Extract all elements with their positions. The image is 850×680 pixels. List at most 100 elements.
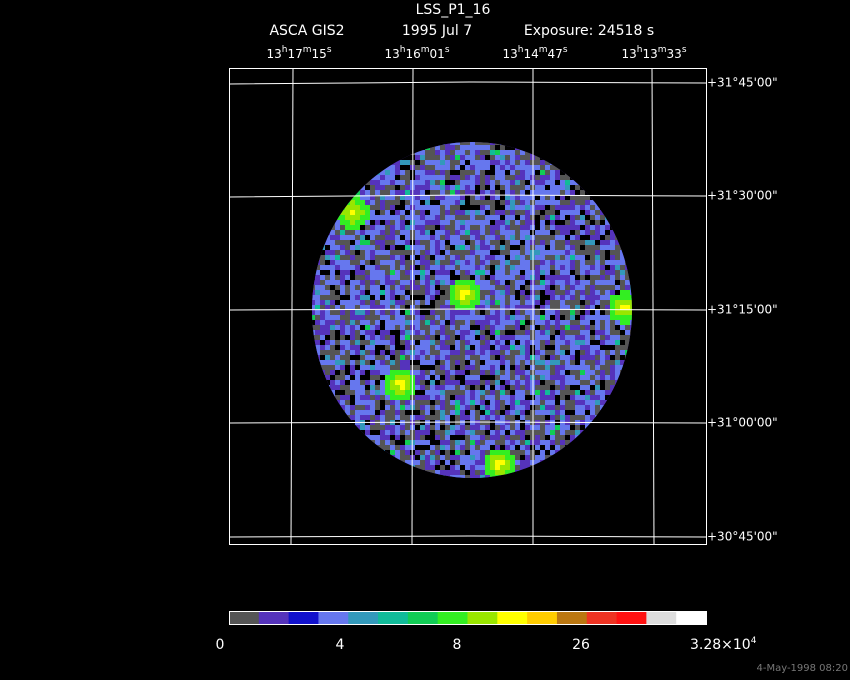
pixel bbox=[420, 175, 425, 180]
pixel bbox=[360, 255, 365, 260]
pixel bbox=[475, 335, 480, 340]
pixel bbox=[450, 390, 455, 395]
pixel bbox=[520, 385, 525, 390]
pixel bbox=[615, 475, 620, 478]
pixel bbox=[475, 365, 480, 370]
pixel bbox=[420, 475, 425, 478]
pixel bbox=[350, 400, 355, 405]
pixel bbox=[345, 205, 350, 210]
pixel bbox=[325, 415, 330, 420]
pixel bbox=[365, 255, 370, 260]
pixel bbox=[365, 195, 370, 200]
pixel bbox=[320, 142, 325, 145]
pixel bbox=[520, 230, 525, 235]
pixel bbox=[565, 280, 570, 285]
pixel bbox=[455, 215, 460, 220]
pixel bbox=[320, 190, 325, 195]
pixel bbox=[400, 430, 405, 435]
pixel bbox=[420, 300, 425, 305]
pixel bbox=[630, 405, 632, 410]
pixel bbox=[565, 370, 570, 375]
pixel bbox=[385, 220, 390, 225]
pixel bbox=[610, 325, 615, 330]
pixel bbox=[505, 155, 510, 160]
pixel bbox=[400, 415, 405, 420]
pixel bbox=[495, 415, 500, 420]
pixel bbox=[435, 260, 440, 265]
pixel bbox=[525, 185, 530, 190]
pixel bbox=[625, 415, 630, 420]
pixel bbox=[510, 410, 515, 415]
pixel bbox=[575, 235, 580, 240]
pixel bbox=[350, 225, 355, 230]
pixel bbox=[395, 165, 400, 170]
pixel bbox=[545, 335, 550, 340]
pixel bbox=[390, 245, 395, 250]
pixel bbox=[510, 285, 515, 290]
pixel bbox=[490, 385, 495, 390]
pixel bbox=[470, 295, 475, 300]
pixel bbox=[520, 285, 525, 290]
pixel bbox=[520, 180, 525, 185]
pixel bbox=[625, 335, 630, 340]
pixel bbox=[595, 320, 600, 325]
pixel bbox=[360, 215, 365, 220]
pixel bbox=[375, 470, 380, 475]
pixel bbox=[430, 145, 435, 150]
pixel bbox=[625, 425, 630, 430]
pixel bbox=[560, 405, 565, 410]
pixel bbox=[375, 230, 380, 235]
pixel bbox=[520, 205, 525, 210]
pixel bbox=[340, 190, 345, 195]
pixel bbox=[315, 250, 320, 255]
pixel bbox=[540, 470, 545, 475]
pixel bbox=[515, 425, 520, 430]
pixel bbox=[475, 155, 480, 160]
pixel bbox=[465, 320, 470, 325]
pixel bbox=[535, 455, 540, 460]
pixel bbox=[320, 310, 325, 315]
pixel bbox=[380, 170, 385, 175]
pixel bbox=[380, 325, 385, 330]
pixel bbox=[595, 285, 600, 290]
pixel bbox=[415, 210, 420, 215]
pixel bbox=[615, 325, 620, 330]
pixel bbox=[595, 350, 600, 355]
pixel bbox=[470, 300, 475, 305]
pixel bbox=[555, 350, 560, 355]
pixel bbox=[605, 295, 610, 300]
pixel bbox=[445, 145, 450, 150]
pixel bbox=[312, 340, 315, 345]
pixel bbox=[430, 465, 435, 470]
pixel bbox=[520, 305, 525, 310]
pixel bbox=[340, 390, 345, 395]
pixel bbox=[470, 360, 475, 365]
pixel bbox=[600, 255, 605, 260]
pixel bbox=[415, 440, 420, 445]
pixel bbox=[460, 455, 465, 460]
pixel bbox=[335, 415, 340, 420]
pixel bbox=[480, 260, 485, 265]
pixel bbox=[370, 175, 375, 180]
pixel bbox=[540, 142, 545, 145]
pixel bbox=[600, 440, 605, 445]
pixel bbox=[390, 175, 395, 180]
pixel bbox=[370, 325, 375, 330]
pixel bbox=[515, 280, 520, 285]
pixel bbox=[390, 150, 395, 155]
pixel bbox=[625, 305, 630, 310]
pixel bbox=[540, 400, 545, 405]
pixel bbox=[550, 380, 555, 385]
pixel bbox=[475, 390, 480, 395]
pixel bbox=[315, 255, 320, 260]
pixel bbox=[565, 240, 570, 245]
pixel bbox=[435, 470, 440, 475]
pixel bbox=[510, 355, 515, 360]
pixel bbox=[320, 465, 325, 470]
pixel bbox=[375, 150, 380, 155]
pixel bbox=[440, 340, 445, 345]
pixel bbox=[535, 465, 540, 470]
pixel bbox=[540, 290, 545, 295]
pixel bbox=[490, 310, 495, 315]
pixel bbox=[575, 175, 580, 180]
